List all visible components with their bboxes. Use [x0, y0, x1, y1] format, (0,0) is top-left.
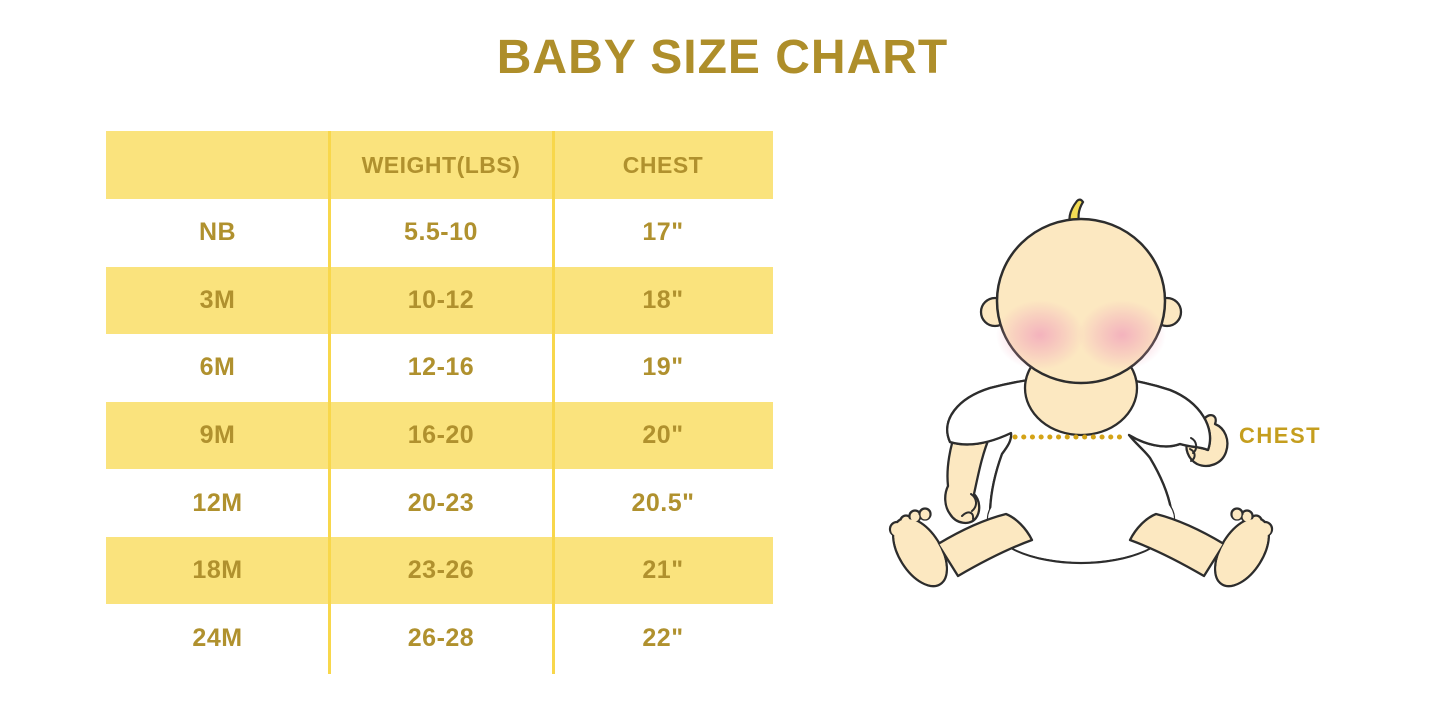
left-fist-lines	[961, 493, 977, 520]
table-row: 12M 20-23 20.5"	[106, 469, 773, 537]
cell-weight: 23-26	[407, 556, 475, 585]
cell-chest: 17"	[642, 218, 684, 247]
chest-measurement-label: CHEST	[1239, 423, 1322, 448]
cell-size: 6M	[199, 353, 236, 382]
cell-chest: 21"	[642, 556, 684, 585]
table-row: 6M 12-16 19"	[106, 334, 773, 402]
table-row: 3M 10-12 18"	[106, 266, 773, 335]
header-cell-chest: CHEST	[622, 151, 704, 178]
cell-size: 3M	[199, 285, 236, 314]
table-row: 24M 26-28 22"	[106, 604, 773, 672]
table-row: 18M 23-26 21"	[106, 536, 773, 605]
table-row: NB 5.5-10 17"	[106, 199, 773, 267]
right-blush	[1078, 300, 1166, 370]
column-divider-line	[328, 131, 331, 674]
cell-chest: 18"	[642, 285, 684, 314]
cell-chest: 19"	[642, 353, 684, 382]
page-title: BABY SIZE CHART	[496, 31, 949, 84]
cell-weight: 20-23	[407, 488, 475, 517]
baby-illustration-svg	[888, 198, 1282, 597]
cell-weight: 10-12	[407, 285, 475, 314]
cell-chest: 22"	[642, 623, 684, 652]
table-header-row: WEIGHT(LBS) CHEST	[106, 131, 773, 199]
baby-body	[946, 374, 1212, 565]
left-leg	[888, 507, 1034, 588]
cell-size: NB	[198, 218, 237, 247]
cell-size: 12M	[192, 488, 243, 517]
cell-weight: 16-20	[407, 420, 475, 449]
cell-weight: 5.5-10	[404, 218, 478, 247]
cell-chest: 20.5"	[631, 488, 695, 517]
cell-chest: 20"	[642, 420, 684, 449]
column-divider-line	[552, 131, 555, 674]
table-row: 9M 16-20 20"	[106, 401, 773, 470]
cell-size: 24M	[192, 623, 243, 652]
cell-weight: 12-16	[407, 353, 475, 382]
cell-weight: 26-28	[407, 623, 475, 652]
size-chart-table: WEIGHT(LBS) CHEST NB 5.5-10 17" 3M 10-12…	[106, 131, 773, 674]
baby-illustration	[878, 188, 1328, 597]
header-cell-weight: WEIGHT(LBS)	[361, 151, 521, 178]
left-blush	[996, 300, 1084, 370]
right-fist-lines	[1189, 437, 1198, 462]
cell-size: 18M	[192, 556, 243, 585]
right-leg	[1128, 507, 1282, 597]
cell-size: 9M	[199, 420, 236, 449]
